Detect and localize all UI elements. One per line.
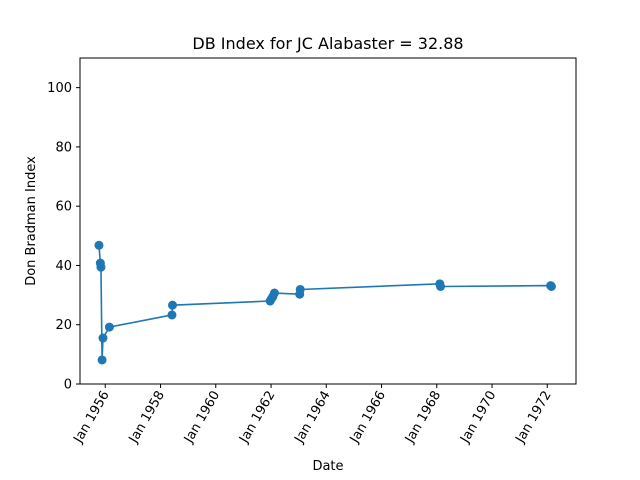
x-tick-label: Jan 1968 — [402, 389, 444, 447]
x-tick-label: Jan 1960 — [181, 389, 223, 447]
data-point — [295, 284, 305, 294]
x-tick-label: Jan 1964 — [292, 389, 334, 447]
data-point — [98, 333, 108, 343]
x-tick-label: Jan 1972 — [513, 389, 555, 447]
x-tick-label: Jan 1966 — [347, 389, 389, 447]
plot-frame — [79, 57, 577, 385]
axes: 0 20 40 60 80 100 Jan 1956 Jan 1958 Jan 1960 Jan … — [47, 57, 577, 447]
y-tick-label: 60 — [55, 200, 72, 215]
y-tick-label: 100 — [47, 81, 72, 96]
y-tick-label: 0 — [64, 378, 72, 393]
chart-title: DB Index for JC Alabaster = 32.88 — [192, 34, 463, 53]
y-tick-label: 40 — [55, 259, 72, 274]
data-point — [269, 288, 279, 298]
y-tick-label: 20 — [55, 318, 72, 333]
data-point — [97, 355, 107, 365]
y-tick-label: 80 — [55, 140, 72, 155]
data-point — [167, 310, 177, 320]
data-point — [96, 262, 106, 272]
x-tick-label: Jan 1962 — [236, 389, 278, 447]
data-point — [546, 282, 556, 291]
data-point — [94, 240, 104, 250]
data-point — [168, 300, 177, 310]
data-point — [436, 282, 446, 291]
x-tick-label: Jan 1956 — [71, 389, 113, 447]
x-axis-label: Date — [312, 459, 343, 474]
plot-area — [94, 240, 556, 365]
x-tick-label: Jan 1958 — [126, 389, 168, 447]
y-axis-label: Don Bradman Index — [24, 156, 39, 286]
x-tick-label: Jan 1970 — [457, 389, 499, 447]
data-point — [104, 322, 114, 332]
series-line — [98, 245, 553, 361]
